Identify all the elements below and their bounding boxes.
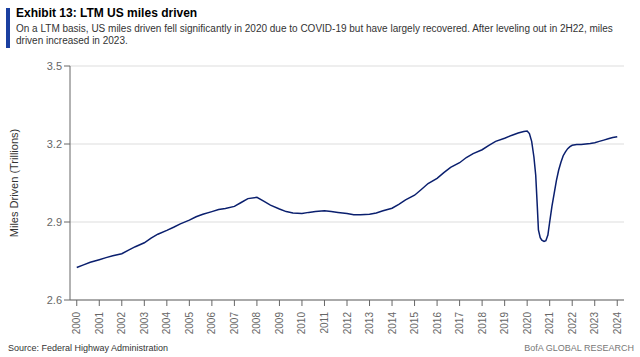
svg-text:2021: 2021 bbox=[544, 312, 555, 335]
svg-text:Miles Driven (Trillions): Miles Driven (Trillions) bbox=[8, 129, 20, 237]
svg-text:2.9: 2.9 bbox=[47, 216, 62, 228]
svg-text:2.6: 2.6 bbox=[47, 294, 62, 306]
svg-text:2023: 2023 bbox=[589, 312, 600, 335]
svg-text:2019: 2019 bbox=[499, 312, 510, 335]
svg-text:2013: 2013 bbox=[364, 312, 375, 335]
svg-text:2009: 2009 bbox=[274, 312, 285, 335]
svg-text:3.5: 3.5 bbox=[47, 60, 62, 72]
html-text:Exhibit 13: LTM US miles drive: Exhibit 13: LTM US miles driven bbox=[16, 6, 198, 20]
html-text:On a LTM basis, US miles drive: On a LTM basis, US miles driven fell sig… bbox=[16, 23, 613, 46]
svg-text:2003: 2003 bbox=[139, 312, 150, 335]
svg-text:2001: 2001 bbox=[94, 312, 105, 335]
svg-text:2006: 2006 bbox=[206, 312, 217, 335]
svg-text:2015: 2015 bbox=[409, 312, 420, 335]
html-text:BofA GLOBAL RESEARCH: BofA GLOBAL RESEARCH bbox=[524, 343, 634, 353]
svg-text:2012: 2012 bbox=[342, 312, 353, 335]
svg-text:2002: 2002 bbox=[116, 312, 127, 335]
svg-text:2005: 2005 bbox=[184, 312, 195, 335]
svg-text:3.2: 3.2 bbox=[47, 138, 62, 150]
html-text:Source: Federal Highway Admini: Source: Federal Highway Administration bbox=[8, 343, 169, 353]
svg-text:2017: 2017 bbox=[454, 312, 465, 335]
svg-text:2004: 2004 bbox=[161, 312, 172, 335]
svg-text:2010: 2010 bbox=[296, 312, 307, 335]
svg-text:2007: 2007 bbox=[229, 312, 240, 335]
svg-text:2014: 2014 bbox=[387, 312, 398, 335]
svg-text:2008: 2008 bbox=[251, 312, 262, 335]
svg-text:2022: 2022 bbox=[567, 312, 578, 335]
svg-text:2011: 2011 bbox=[319, 312, 330, 334]
svg-text:2020: 2020 bbox=[522, 312, 533, 335]
svg-text:2018: 2018 bbox=[477, 312, 488, 335]
svg-text:2024: 2024 bbox=[612, 312, 623, 335]
svg-text:2016: 2016 bbox=[432, 312, 443, 335]
svg-text:2000: 2000 bbox=[71, 312, 82, 335]
